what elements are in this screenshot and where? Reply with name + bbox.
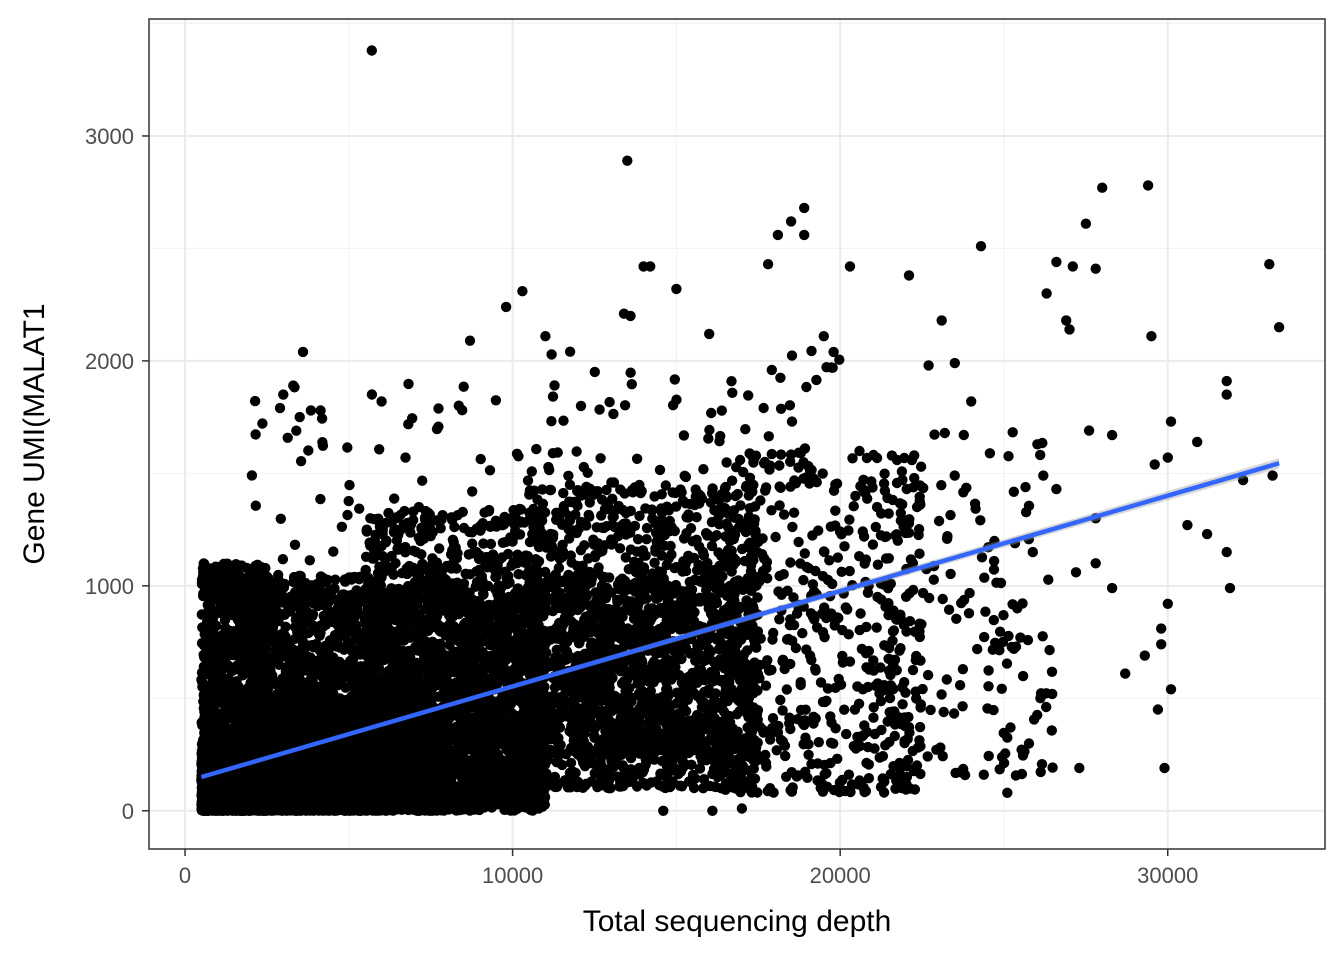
data-point <box>202 738 213 749</box>
data-point <box>234 775 245 787</box>
data-point <box>202 616 213 627</box>
data-point <box>196 674 207 685</box>
data-point <box>212 710 223 722</box>
data-point <box>200 701 211 712</box>
data-point <box>232 614 244 625</box>
data-point <box>198 590 209 602</box>
data-point <box>204 653 216 664</box>
data-point <box>202 761 213 772</box>
data-point <box>216 576 228 588</box>
data-point <box>217 781 228 793</box>
data-point <box>220 743 231 754</box>
data-point <box>199 725 211 736</box>
data-point <box>201 637 212 648</box>
data-point <box>214 663 226 674</box>
data-point <box>227 783 238 794</box>
data-point <box>227 637 238 648</box>
data-point <box>220 622 231 634</box>
data-point <box>215 649 227 660</box>
data-point <box>204 783 215 794</box>
data-point <box>216 752 228 763</box>
data-point <box>218 723 230 734</box>
data-point <box>212 632 224 643</box>
data-point <box>210 561 221 572</box>
data-point <box>215 679 226 690</box>
data-point <box>205 686 216 697</box>
data-point <box>207 605 218 616</box>
data-point <box>228 729 240 740</box>
data-point <box>229 710 240 721</box>
data-point <box>228 587 239 599</box>
data-point <box>232 700 244 711</box>
data-point <box>201 568 212 579</box>
data-point <box>206 747 218 758</box>
data-point <box>231 747 242 758</box>
